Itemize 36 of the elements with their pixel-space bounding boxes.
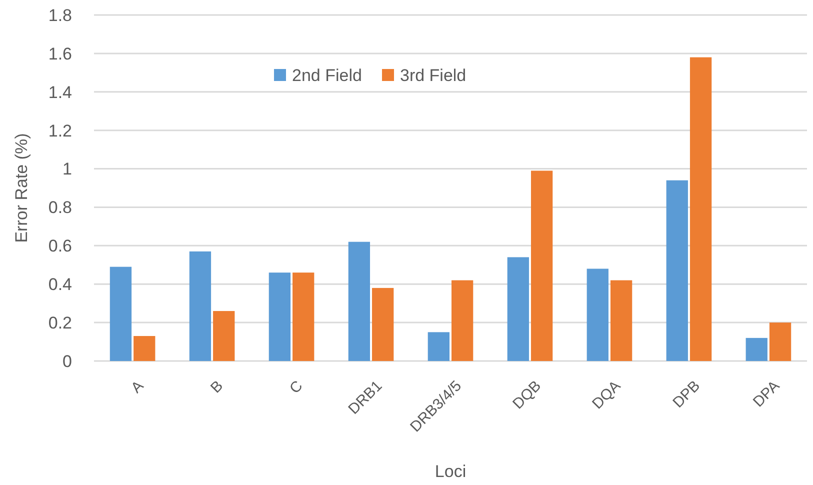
bar	[530, 170, 553, 361]
bar	[268, 272, 291, 361]
bar	[769, 322, 792, 361]
y-axis-title: Error Rate (%)	[12, 133, 31, 243]
x-tick-label: A	[128, 378, 148, 397]
bar	[189, 251, 212, 361]
y-tick-label: 0	[62, 352, 72, 371]
bar	[213, 311, 235, 361]
bar	[428, 332, 450, 361]
x-axis-title: Loci	[434, 462, 466, 481]
bar	[507, 257, 529, 361]
legend-label: 2nd Field	[292, 66, 362, 85]
legend-label: 3rd Field	[400, 66, 466, 85]
y-tick-label: 1.4	[48, 82, 72, 102]
x-tick-label: DPA	[750, 378, 783, 411]
bar	[690, 57, 712, 361]
bar	[348, 242, 370, 361]
bar	[746, 338, 768, 361]
y-tick-label: 1.8	[48, 6, 72, 25]
bar	[666, 180, 688, 361]
bar	[110, 266, 132, 361]
bar	[586, 268, 608, 361]
y-tick-label: 0.6	[48, 236, 72, 256]
x-tick-label: B	[207, 378, 227, 397]
y-tick-label: 0.8	[48, 198, 72, 218]
y-tick-label: 0.4	[48, 275, 72, 294]
y-tick-label: 1.6	[48, 44, 72, 64]
bar	[134, 336, 156, 361]
y-tick-label: 1	[62, 160, 72, 179]
bar	[452, 280, 474, 361]
bar	[610, 280, 632, 361]
y-tick-label: 0.2	[48, 314, 72, 333]
y-tick-label: 1.2	[48, 121, 72, 140]
x-tick-label: C	[286, 377, 306, 398]
bar	[372, 288, 394, 361]
bar	[292, 272, 314, 361]
